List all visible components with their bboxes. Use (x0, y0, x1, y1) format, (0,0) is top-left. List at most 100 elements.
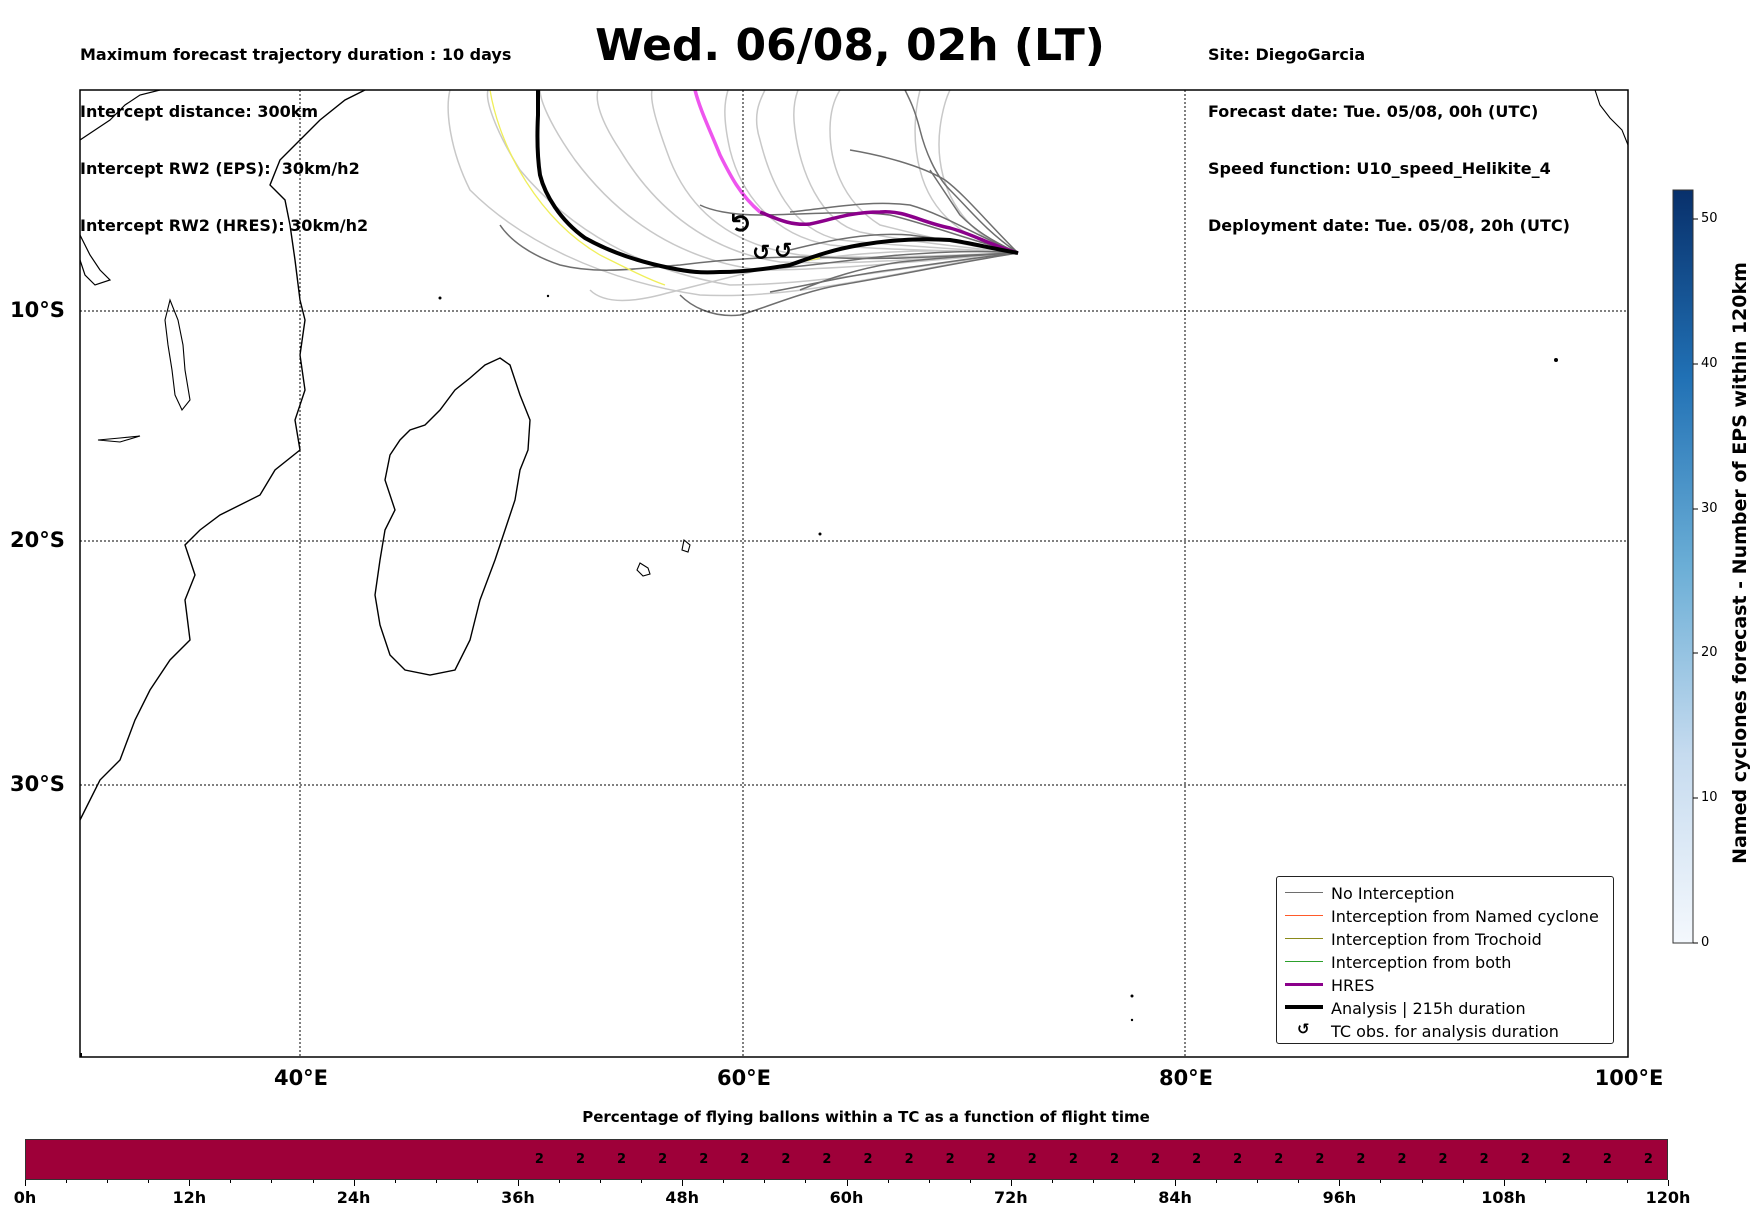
flight-time-value: 2 (1068, 1152, 1078, 1167)
flight-time-value: 2 (1643, 1152, 1653, 1167)
forecast-parameters: Maximum forecast trajectory duration : 1… (80, 7, 511, 254)
flight-time-tick (271, 1180, 273, 1183)
flight-time-value: 2 (1151, 1152, 1161, 1167)
colorbar-title: Named cyclones forecast - Number of EPS … (1720, 190, 1752, 935)
ensemble-trajectories-dark (499, 90, 1019, 317)
flight-time-tick-label: 12h (172, 1188, 207, 1207)
flight-time-value: 2 (1027, 1152, 1037, 1167)
tc-obs-symbol: ↺ (727, 212, 757, 234)
flight-time-tick (764, 1180, 766, 1183)
colorbar-tick: 10 (1701, 790, 1718, 805)
legend-label: Interception from Trochoid (1331, 930, 1542, 949)
madagascar-outline (374, 357, 531, 676)
flight-time-value: 2 (1397, 1152, 1407, 1167)
flight-time-tick (1380, 1180, 1382, 1183)
flight-time-tick (1134, 1180, 1136, 1183)
flight-time-value: 2 (822, 1152, 832, 1167)
flight-time-tick (107, 1180, 109, 1183)
flight-time-tick (148, 1180, 150, 1183)
flight-time-tick (1585, 1180, 1587, 1183)
legend-item-tc-obs: ↺ TC obs. for analysis duration (1277, 1020, 1613, 1042)
flight-time-tick (1175, 1180, 1177, 1186)
flight-time-tick (517, 1180, 519, 1186)
trochoid-fragment (489, 90, 666, 286)
flight-time-tick (312, 1180, 314, 1183)
flight-time-tick (25, 1180, 26, 1186)
flight-time-tick (189, 1180, 191, 1186)
flight-time-value: 2 (904, 1152, 914, 1167)
colorbar-tick: 20 (1701, 645, 1718, 660)
ensemble-trajectories-light (447, 90, 1019, 302)
flight-time-tick (928, 1180, 930, 1183)
flight-time-value: 2 (1479, 1152, 1489, 1167)
colorbar-tick: 30 (1701, 501, 1718, 516)
flight-time-value: 2 (1109, 1152, 1119, 1167)
flight-time-tick (1421, 1180, 1423, 1183)
flight-time-tick (682, 1180, 684, 1186)
flight-time-tick (600, 1180, 602, 1183)
island-mauritius (636, 562, 651, 577)
flight-time-value: 2 (986, 1152, 996, 1167)
legend-item-no-interception: No Interception (1277, 882, 1613, 904)
flight-time-value: 2 (1602, 1152, 1612, 1167)
flight-time-tick-label: 24h (336, 1188, 371, 1207)
flight-time-value: 2 (740, 1152, 750, 1167)
flight-time-tick (1257, 1180, 1259, 1183)
flight-time-tick (435, 1180, 437, 1183)
flight-time-tick (1544, 1180, 1546, 1183)
legend-label: Analysis | 215h duration (1331, 999, 1526, 1018)
flight-time-value: 2 (863, 1152, 873, 1167)
flight-time-tick (723, 1180, 725, 1183)
legend-label: No Interception (1331, 884, 1455, 903)
flight-time-value: 2 (1520, 1152, 1530, 1167)
colorbar-tick: 40 (1701, 356, 1718, 371)
page-title: Wed. 06/08, 02h (LT) (595, 20, 1105, 71)
map-frame (79, 89, 1629, 1058)
lon-label-40e: 40°E (273, 1066, 329, 1090)
tc-obs-symbol: ↺ (752, 241, 770, 266)
hres-trajectory (759, 210, 1019, 255)
legend-item-trochoid: Interception from Trochoid (1277, 928, 1613, 950)
flight-time-value: 2 (781, 1152, 791, 1167)
flight-time-value: 2 (1233, 1152, 1243, 1167)
flight-time-tick (1216, 1180, 1218, 1183)
flight-time-tick-label: 72h (993, 1188, 1028, 1207)
flight-time-tick (1626, 1180, 1628, 1183)
legend-item-named-cyclone: Interception from Named cyclone (1277, 905, 1613, 927)
legend-label: TC obs. for analysis duration (1331, 1022, 1559, 1041)
island-reunion (681, 538, 691, 553)
flight-time-tick-label: 48h (665, 1188, 700, 1207)
hres-early-trajectory (693, 90, 762, 214)
flight-time-tick (1503, 1180, 1505, 1186)
flight-time-tick-label: 60h (829, 1188, 864, 1207)
flight-time-tick-label: 84h (1158, 1188, 1192, 1207)
flight-time-tick (1010, 1180, 1012, 1186)
flight-time-tick (846, 1180, 848, 1186)
flight-time-tick (1339, 1180, 1341, 1186)
flight-time-tick (1462, 1180, 1464, 1183)
param-duration: Maximum forecast trajectory duration : 1… (80, 45, 512, 64)
flight-time-value: 2 (575, 1152, 586, 1167)
lat-label-30s: 30°S (10, 772, 65, 796)
flight-time-bar: 2 2 2 2 2 2 2 2 2 2 2 2 2 2 2 2 2 2 2 2 2 2 2 2 2 2 2 2 (25, 1139, 1668, 1180)
legend-item-hres: HRES (1277, 974, 1613, 996)
flight-time-value: 2 (1192, 1152, 1202, 1167)
colorbar-tick: 50 (1701, 211, 1718, 226)
legend-label: Interception from Named cyclone (1331, 907, 1599, 926)
flight-time-tick (887, 1180, 889, 1183)
flight-time-tick (641, 1180, 643, 1183)
lat-label-20s: 20°S (10, 528, 65, 552)
bottom-chart-title: Percentage of flying ballons within a TC… (582, 1108, 1150, 1126)
flight-time-tick (66, 1180, 68, 1183)
flight-time-tick-label: 108h (1481, 1188, 1527, 1207)
flight-time-tick (394, 1180, 396, 1183)
map-gridlines (80, 90, 1628, 1057)
flight-time-value: 2 (1315, 1152, 1325, 1167)
flight-time-value: 2 (658, 1152, 668, 1167)
map-legend: No Interception Interception from Named … (1276, 876, 1614, 1044)
flight-time-tick (805, 1180, 807, 1183)
island-comoros (164, 298, 191, 412)
flight-time-tick (969, 1180, 971, 1183)
flight-time-value: 2 (617, 1152, 627, 1167)
